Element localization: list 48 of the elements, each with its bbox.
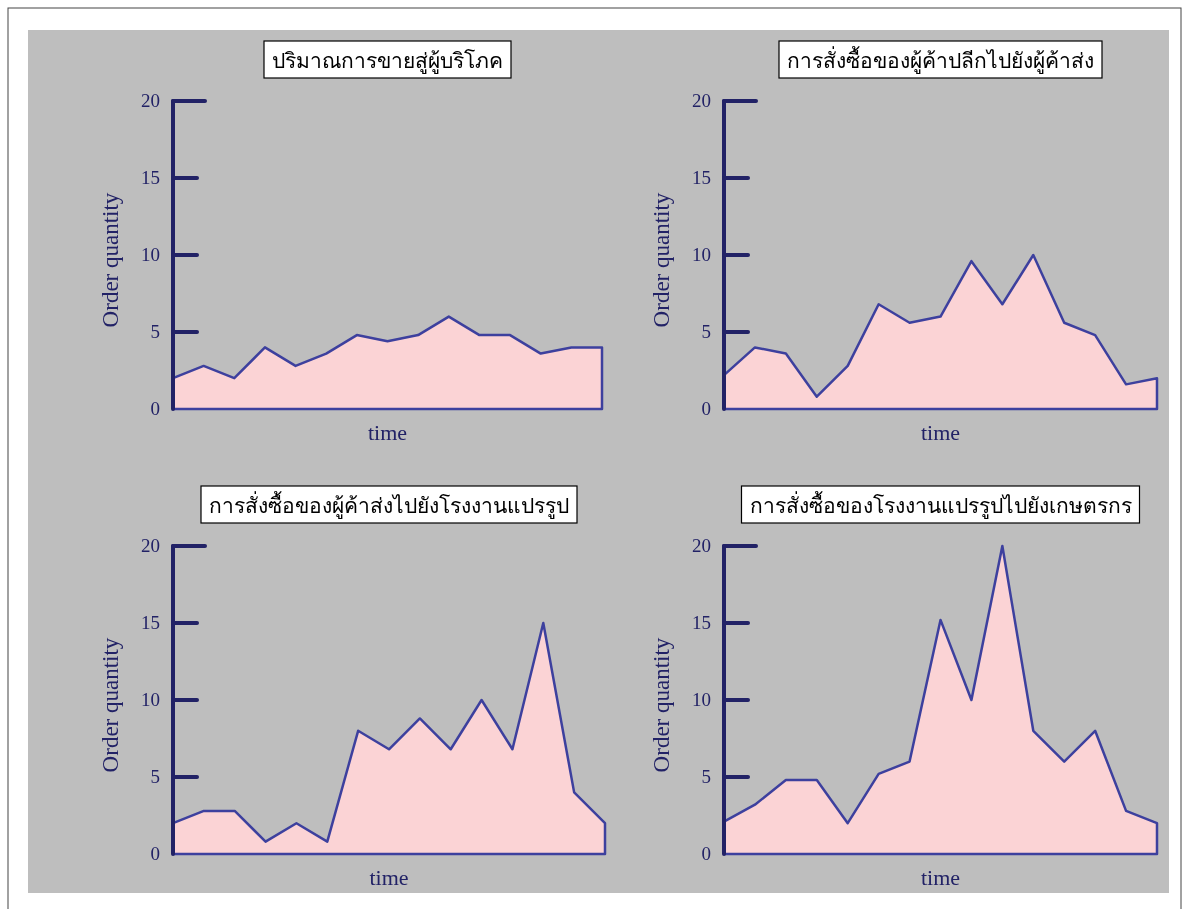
chart-title: การสั่งซื้อของผู้ค้าส่งไปยังโรงงานแปรรูป — [209, 491, 569, 519]
y-tick: 15 — [141, 612, 199, 633]
x-axis-title: time — [367, 420, 408, 445]
y-tick: 0 — [701, 398, 711, 419]
x-axis-title: time — [920, 865, 961, 890]
y-tick: 10 — [692, 244, 750, 265]
chart-title: การสั่งซื้อของผู้ค้าปลีกไปยังผู้ค้าส่ง — [787, 46, 1094, 74]
y-tick-label: 10 — [141, 689, 160, 710]
y-tick: 5 — [150, 321, 199, 342]
y-axis-title: Order quantity — [98, 192, 123, 328]
y-tick-label: 5 — [150, 766, 160, 787]
y-tick-label: 15 — [141, 167, 160, 188]
y-tick: 20 — [141, 535, 207, 556]
chart-title: การสั่งซื้อของโรงงานแปรรูปไปยังเกษตรกร — [749, 491, 1132, 519]
y-tick: 15 — [692, 612, 750, 633]
y-tick-label: 5 — [150, 321, 160, 342]
y-tick: 0 — [150, 843, 160, 864]
y-tick-label: 15 — [141, 612, 160, 633]
y-tick-label: 20 — [141, 90, 160, 111]
y-axis-title: Order quantity — [98, 637, 123, 773]
chart-title: ปริมาณการขายสู่ผู้บริโภค — [272, 49, 503, 74]
y-tick: 20 — [141, 90, 207, 111]
y-tick: 20 — [692, 535, 758, 556]
y-tick: 15 — [141, 167, 199, 188]
y-tick: 15 — [692, 167, 750, 188]
y-tick-label: 15 — [692, 167, 711, 188]
y-tick-label: 5 — [701, 766, 711, 787]
y-tick: 0 — [701, 843, 711, 864]
y-axis-title: Order quantity — [649, 637, 674, 773]
y-tick: 5 — [701, 766, 750, 787]
y-axis-title: Order quantity — [649, 192, 674, 328]
y-tick: 20 — [692, 90, 758, 111]
y-tick-label: 10 — [692, 689, 711, 710]
y-tick-label: 10 — [141, 244, 160, 265]
y-tick: 10 — [141, 689, 199, 710]
y-tick-label: 20 — [141, 535, 160, 556]
y-tick-label: 20 — [692, 535, 711, 556]
y-tick-label: 15 — [692, 612, 711, 633]
x-axis-title: time — [920, 420, 961, 445]
y-tick: 5 — [150, 766, 199, 787]
y-tick: 0 — [150, 398, 160, 419]
x-axis-title: time — [369, 865, 409, 890]
y-tick: 10 — [692, 689, 750, 710]
y-tick: 5 — [701, 321, 750, 342]
y-tick-label: 20 — [692, 90, 711, 111]
y-tick-label: 5 — [701, 321, 711, 342]
y-tick: 10 — [141, 244, 199, 265]
y-tick-label: 10 — [692, 244, 711, 265]
